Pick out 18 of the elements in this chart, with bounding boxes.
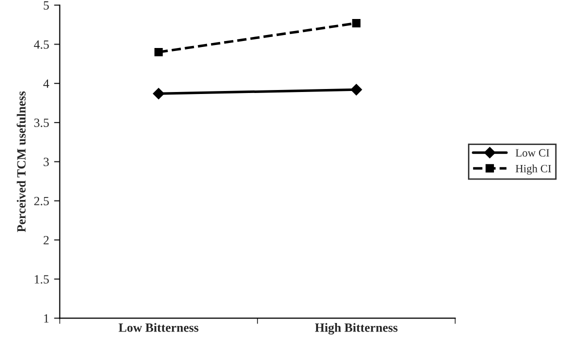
y-tick-label: 1.5	[34, 275, 49, 284]
x-tick-label: Low Bitterness	[118, 323, 198, 332]
y-tick-label: 3	[44, 158, 49, 166]
y-tick-label: 4.5	[34, 40, 49, 49]
y-tick-label: 3.5	[34, 118, 49, 128]
legend-label: Low CI	[516, 149, 550, 157]
point	[153, 88, 164, 100]
point	[154, 48, 163, 56]
y-tick-label: 5	[44, 1, 49, 10]
y-axis-title: Perceived TCM usefulness	[16, 91, 26, 232]
y-tick-label: 1	[44, 314, 49, 323]
legend-label: High CI	[516, 164, 552, 175]
point	[350, 84, 362, 96]
x-tick-label: High Bitterness	[315, 323, 398, 334]
point	[352, 18, 361, 28]
y-tick-label: 4	[43, 80, 50, 88]
y-tick-label: 2.5	[34, 196, 49, 206]
y-tick-label: 2	[44, 236, 49, 244]
